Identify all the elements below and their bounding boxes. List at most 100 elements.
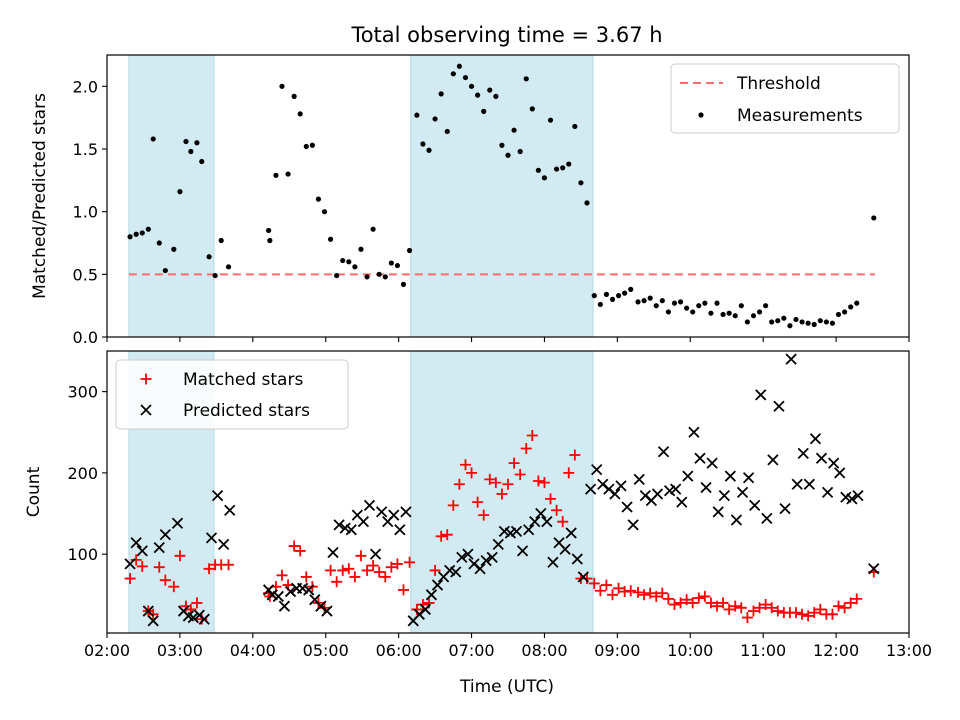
measurement-point: [321, 209, 328, 215]
predicted-star-point: [718, 490, 730, 502]
measurement-point: [406, 247, 413, 254]
matched-star-point: [532, 475, 544, 487]
legend-label: Predicted stars: [183, 401, 310, 421]
predicted-star-point: [797, 447, 809, 460]
matched-star-point: [705, 597, 717, 609]
matched-star-point: [508, 457, 520, 469]
matched-star-point: [845, 597, 857, 609]
measurement-point: [572, 123, 578, 130]
measurement-point: [364, 274, 370, 280]
matched-star-point: [276, 569, 288, 581]
measurement-point: [212, 272, 218, 279]
matched-star-point: [441, 529, 453, 541]
predicted-star-point: [523, 524, 535, 536]
measurement-point: [744, 319, 750, 325]
measurement-point: [775, 318, 781, 324]
matched-star-point: [796, 608, 808, 620]
matched-star-point: [545, 493, 557, 505]
measurement-point: [145, 226, 151, 232]
shaded-interval-1: [128, 54, 215, 338]
matched-star-point: [741, 612, 753, 624]
measurement-point: [315, 196, 322, 202]
measurement-point: [487, 87, 493, 93]
matched-star-point: [331, 576, 343, 588]
ratio-y-axis-label: Matched/Predicted stars: [30, 93, 50, 299]
x-tick-label: 11:00: [740, 641, 786, 660]
predicted-star-point: [547, 556, 559, 568]
predicted-star-point: [474, 563, 486, 575]
legend: Matched stars Predicted stars: [115, 359, 349, 430]
measurement-point: [183, 138, 189, 145]
measurement-point: [535, 167, 541, 173]
measurement-point: [805, 320, 811, 326]
measurement-point: [505, 152, 511, 158]
measurement-point: [635, 299, 641, 305]
matched-star-point: [153, 561, 165, 573]
measurement-point: [517, 148, 523, 155]
predicted-star-point: [565, 527, 577, 539]
predicted-star-point: [456, 551, 468, 564]
measurement-point: [297, 111, 303, 117]
measurement-point: [628, 286, 634, 292]
predicted-star-point: [779, 503, 791, 515]
matched-star-point: [520, 443, 532, 455]
measurement-point: [376, 271, 382, 277]
measurement-point: [426, 147, 432, 153]
x-axis-label: Time (UTC): [459, 677, 554, 697]
matched-star-point: [174, 550, 186, 562]
measurement-point: [267, 237, 273, 244]
predicted-star-point: [670, 483, 682, 495]
axes-frame: [106, 54, 910, 338]
predicted-star-point: [345, 524, 357, 536]
measurement-point: [823, 319, 829, 325]
measurement-point: [266, 227, 272, 234]
measurement-point: [450, 71, 456, 77]
predicted-star-point: [791, 478, 803, 490]
measurement-point: [578, 180, 584, 186]
measurement-point: [358, 246, 364, 252]
matched-star-point: [496, 488, 508, 500]
x-tick-label: 06:00: [376, 641, 422, 660]
measurement-point: [871, 215, 877, 221]
matched-star-point: [367, 560, 379, 572]
predicted-star-point: [224, 504, 236, 516]
y-tick-label: 0.5: [73, 265, 98, 284]
measurement-point: [334, 272, 340, 279]
matched-star-point: [760, 599, 772, 611]
predicted-star-point: [419, 603, 432, 616]
measurement-point: [848, 304, 854, 310]
predicted-star-point: [700, 481, 712, 494]
predicted-star-point: [321, 605, 333, 617]
matched-star-point: [681, 594, 693, 606]
predicted-star-point: [388, 509, 400, 521]
x-tick-label: 03:00: [157, 641, 203, 660]
matched-star-point: [397, 584, 409, 596]
y-tick-label: 200: [67, 464, 98, 483]
measurement-point: [763, 303, 769, 309]
y-tick-label: 100: [67, 545, 98, 564]
predicted-star-point: [159, 529, 171, 541]
predicted-star-point: [400, 506, 412, 518]
figure-title: Total observing time = 3.67 h: [350, 23, 662, 47]
measurement-point: [511, 127, 517, 133]
matched-star-point: [459, 459, 471, 471]
measurement-point: [659, 298, 665, 304]
measurement-point: [206, 254, 212, 260]
matched-star-point: [551, 504, 563, 516]
matched-star-point: [337, 564, 349, 576]
legend-measurements-swatch: [698, 112, 704, 118]
measurement-point: [346, 259, 352, 265]
matched-star-point: [203, 563, 215, 575]
measurement-point: [438, 91, 444, 97]
matched-star-point: [514, 469, 526, 481]
x-tick-label: 02:00: [84, 641, 130, 660]
legend: Threshold Measurements: [670, 63, 900, 134]
matched-star-point: [600, 579, 612, 591]
predicted-star-point: [828, 457, 840, 469]
measurement-point: [382, 274, 388, 280]
predicted-star-point: [425, 589, 438, 601]
predicted-star-point: [450, 566, 462, 578]
measurement-point: [420, 141, 426, 147]
matched-star-point: [839, 602, 851, 614]
predicted-star-point: [218, 538, 230, 551]
